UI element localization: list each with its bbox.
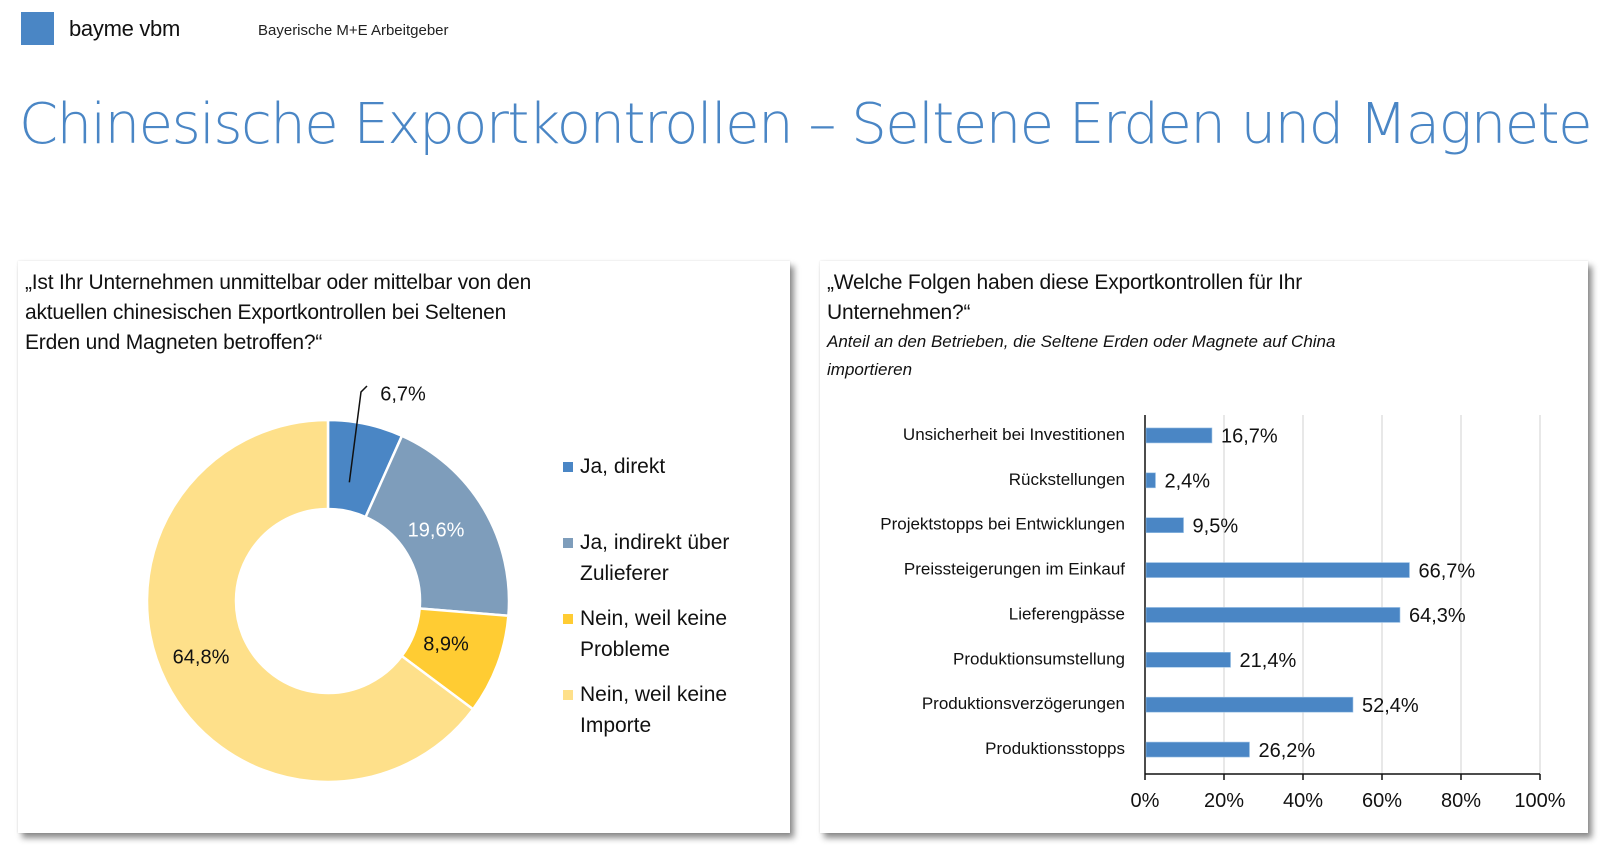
question-line: „Ist Ihr Unternehmen unmittelbar oder mi…: [25, 271, 532, 294]
bar: [1145, 427, 1213, 444]
bar-value-label: 26,2%: [1258, 740, 1315, 762]
donut-slice: [145, 418, 475, 784]
donut-data-label: 64,8%: [173, 646, 230, 668]
bar: [1145, 696, 1354, 713]
legend-swatch: [563, 538, 573, 548]
x-tick-label: 80%: [1441, 790, 1481, 812]
bar: [1145, 652, 1231, 668]
bar-value-label: 2,4%: [1164, 471, 1210, 493]
bar-value-label: 9,5%: [1193, 515, 1239, 537]
legend-label: Nein, weil keine Importe: [580, 683, 728, 737]
category-label: Unsicherheit bei Investitionen: [903, 425, 1125, 444]
x-tick-label: 0%: [1131, 790, 1160, 812]
x-tick-label: 100%: [1514, 790, 1565, 812]
bar-chart-subtitle: Anteil an den Betrieben, die Seltene Erd…: [827, 328, 1335, 384]
subtitle-line: importieren: [827, 360, 913, 379]
page-title: Chinesische Exportkontrollen – Seltene E…: [19, 92, 1593, 157]
question-line: Unternehmen?“: [827, 301, 971, 324]
legend-label: Ja, direkt: [580, 455, 666, 478]
donut-chart-question: „Ist Ihr Unternehmen unmittelbar oder mi…: [25, 268, 531, 358]
bar-chart: 0% 20% 40% 60% 80% 100% Unsicherheit bei Inves…: [880, 415, 1566, 812]
bar-chart-card: 0% 20% 40% 60% 80% 100% Unsicherheit bei Inves…: [820, 261, 1588, 833]
donut-chart-card: 6,7% 19,6% 8,9% 64,8% „Ist Ihr Unternehmen …: [18, 261, 790, 833]
bar-value-label: 16,7%: [1221, 426, 1278, 448]
x-tick-label: 20%: [1204, 790, 1244, 812]
legend-swatch: [563, 614, 573, 624]
donut-data-label: 6,7%: [380, 383, 426, 405]
leader-line: [348, 385, 368, 483]
bar-chart-question: „Welche Folgen haben diese Exportkontrol…: [827, 268, 1302, 328]
legend-label: Ja, indirekt über Zulieferer: [580, 531, 730, 585]
bar-value-label: 21,4%: [1240, 650, 1297, 672]
bar: [1145, 741, 1250, 758]
legend-swatch: [563, 690, 573, 700]
legend-label: Nein, weil keine Probleme: [580, 607, 728, 661]
question-line: aktuellen chinesischen Exportkontrollen …: [25, 301, 507, 324]
category-label: Rückstellungen: [1009, 470, 1125, 489]
bar: [1145, 607, 1401, 623]
donut-slice: [363, 434, 511, 618]
bar: [1145, 472, 1156, 489]
question-line: Erden und Magneten betroffen?“: [25, 331, 323, 354]
bar: [1145, 562, 1410, 578]
category-label: Produktionsverzögerungen: [922, 694, 1125, 713]
brand-name: bayme vbm: [69, 16, 181, 41]
category-label: Lieferengpässe: [1009, 604, 1125, 623]
bar-value-label: 64,3%: [1409, 605, 1466, 627]
x-tick-label: 40%: [1283, 790, 1323, 812]
category-label: Produktionsstopps: [985, 739, 1125, 758]
legend-swatch: [563, 462, 573, 472]
category-label: Produktionsumstellung: [953, 649, 1125, 668]
bar: [1145, 517, 1184, 533]
donut-data-label: 19,6%: [408, 519, 465, 541]
donut-data-label: 8,9%: [423, 633, 469, 655]
subtitle-line: Anteil an den Betrieben, die Seltene Erd…: [827, 332, 1336, 351]
x-tick-label: 60%: [1362, 790, 1402, 812]
question-line: „Welche Folgen haben diese Exportkontrol…: [827, 271, 1303, 294]
bar-value-label: 66,7%: [1418, 560, 1475, 582]
donut-chart: 6,7% 19,6% 8,9% 64,8%: [145, 383, 511, 784]
category-label: Preissteigerungen im Einkauf: [904, 560, 1125, 579]
bar-value-label: 52,4%: [1362, 695, 1419, 717]
category-label: Projektstopps bei Entwicklungen: [880, 515, 1125, 534]
logo-square: [21, 12, 54, 45]
brand-subtitle: Bayerische M+E Arbeitgeber: [258, 22, 449, 39]
